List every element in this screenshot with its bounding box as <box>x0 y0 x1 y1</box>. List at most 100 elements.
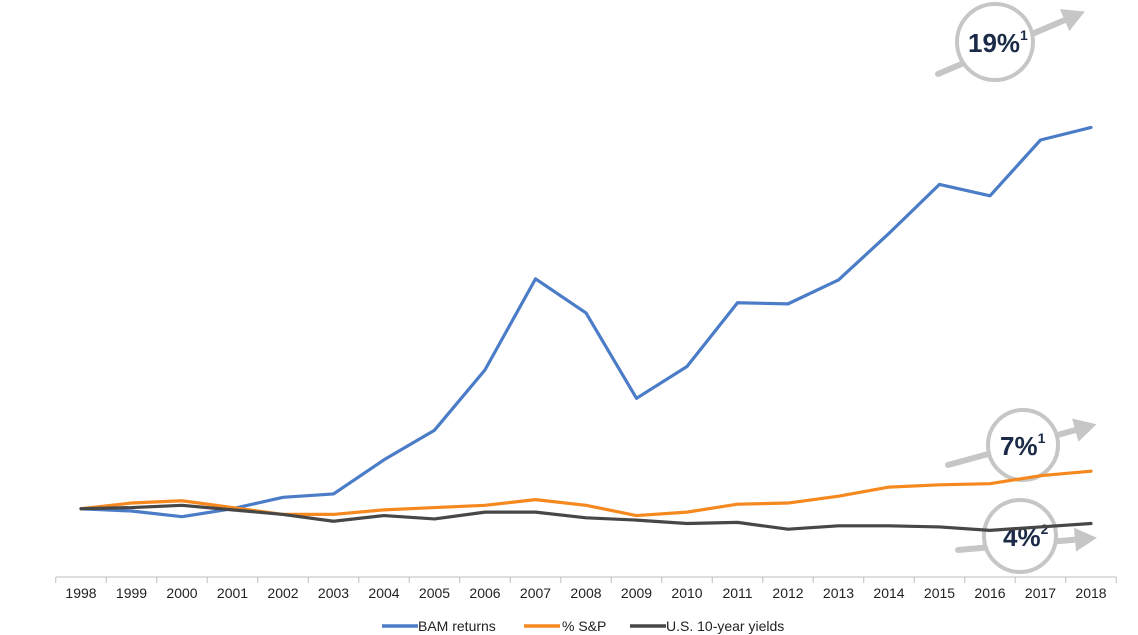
data-point <box>635 397 638 400</box>
x-tick-label: 1999 <box>116 585 147 601</box>
data-point <box>584 516 588 520</box>
x-tick-label: 2015 <box>924 585 955 601</box>
data-point <box>988 482 992 485</box>
series-line-bam-returns <box>79 125 1093 519</box>
data-point <box>685 510 689 514</box>
data-point <box>483 368 487 372</box>
data-point <box>130 509 133 513</box>
data-point <box>433 428 436 432</box>
badge-value: 19%1 <box>968 27 1028 58</box>
x-tick-label: 2013 <box>823 585 854 601</box>
x-tick-label: 2004 <box>368 585 399 601</box>
data-point <box>130 506 133 509</box>
data-point <box>584 504 588 507</box>
x-tick-label: 2003 <box>318 585 349 601</box>
data-point <box>887 485 891 489</box>
data-point <box>1039 138 1042 142</box>
growth-badge: 7%1 <box>945 408 1097 482</box>
x-tick-label: 2018 <box>1075 585 1106 601</box>
data-point <box>635 514 638 517</box>
data-point <box>382 514 386 517</box>
badge-footnote: 1 <box>1020 27 1028 43</box>
badge-circle <box>955 2 1035 82</box>
data-point <box>786 501 790 505</box>
growth-badge: 4%2 <box>955 498 1097 574</box>
legend-entry: BAM returns <box>382 618 496 634</box>
data-point <box>332 520 335 523</box>
data-point <box>887 524 891 527</box>
badge-footnote: 2 <box>1041 521 1049 537</box>
data-point <box>130 501 133 505</box>
data-point <box>786 528 790 531</box>
x-tick-label: 2008 <box>570 585 601 601</box>
data-point <box>988 194 992 197</box>
x-tick-label: 2014 <box>873 585 904 601</box>
growth-badge: 19%1 <box>935 2 1085 82</box>
data-point <box>635 518 638 522</box>
legend-entry: % S&P <box>524 618 606 634</box>
data-point <box>534 510 537 514</box>
data-point <box>483 504 487 507</box>
data-point <box>180 504 184 507</box>
x-tick-label: 2001 <box>217 585 248 601</box>
arrow-head-icon <box>1073 527 1097 552</box>
legend: BAM returns % S&P U.S. 10-year yields <box>382 618 784 634</box>
x-tick-label: 2000 <box>166 585 197 601</box>
legend-label: BAM returns <box>418 618 496 634</box>
data-point <box>887 232 891 235</box>
data-point <box>332 492 335 496</box>
legend-label: % S&P <box>562 618 606 634</box>
legend-entry: U.S. 10-year yields <box>630 618 784 634</box>
data-point <box>837 524 840 527</box>
data-point <box>1039 474 1042 477</box>
legend-label: U.S. 10-year yields <box>666 618 784 634</box>
badge-circle <box>982 498 1058 574</box>
data-point <box>332 513 335 516</box>
data-point <box>685 365 689 368</box>
data-point <box>180 515 184 518</box>
data-point <box>433 506 436 509</box>
data-point <box>736 301 739 304</box>
arrow-head-icon <box>1059 9 1085 32</box>
x-tick-label: 2006 <box>469 585 500 601</box>
data-point <box>1039 525 1042 529</box>
data-point <box>483 510 487 514</box>
data-point <box>938 183 941 186</box>
data-point <box>79 507 83 510</box>
x-axis: 1998 1999 2000 2001 2002 2003 2004 2005 2006 2007… <box>55 576 1117 601</box>
x-tick-label: 2017 <box>1025 585 1056 601</box>
x-tick-label: 2011 <box>722 585 752 601</box>
data-point <box>1089 522 1093 525</box>
x-tick-label: 1998 <box>65 585 96 601</box>
badge-footnote: 1 <box>1038 430 1046 446</box>
x-tick-label: 2010 <box>671 585 702 601</box>
data-point <box>231 506 234 509</box>
data-point <box>837 278 840 282</box>
data-point <box>281 496 285 499</box>
data-point <box>786 302 790 306</box>
data-point <box>938 525 941 529</box>
x-tick-label: 2005 <box>419 585 450 601</box>
data-point <box>534 498 537 501</box>
x-tick-label: 2016 <box>974 585 1005 601</box>
data-point <box>988 529 992 532</box>
data-point <box>1089 469 1093 473</box>
series-lines <box>79 125 1093 532</box>
x-tick-label: 2002 <box>267 585 298 601</box>
data-point <box>231 508 234 512</box>
data-point <box>736 521 739 524</box>
data-point <box>1089 126 1093 129</box>
x-tick-label: 2009 <box>621 585 652 601</box>
growth-badges: 19%1 7%1 4%2 <box>935 2 1097 574</box>
x-tick-label: 2007 <box>520 585 551 601</box>
data-point <box>736 502 739 506</box>
data-point <box>584 311 588 315</box>
data-point <box>534 277 537 281</box>
data-point <box>837 495 840 498</box>
data-point <box>433 517 436 521</box>
data-point <box>281 513 285 516</box>
data-point <box>685 522 689 525</box>
data-point <box>382 508 386 512</box>
data-point <box>382 458 386 461</box>
